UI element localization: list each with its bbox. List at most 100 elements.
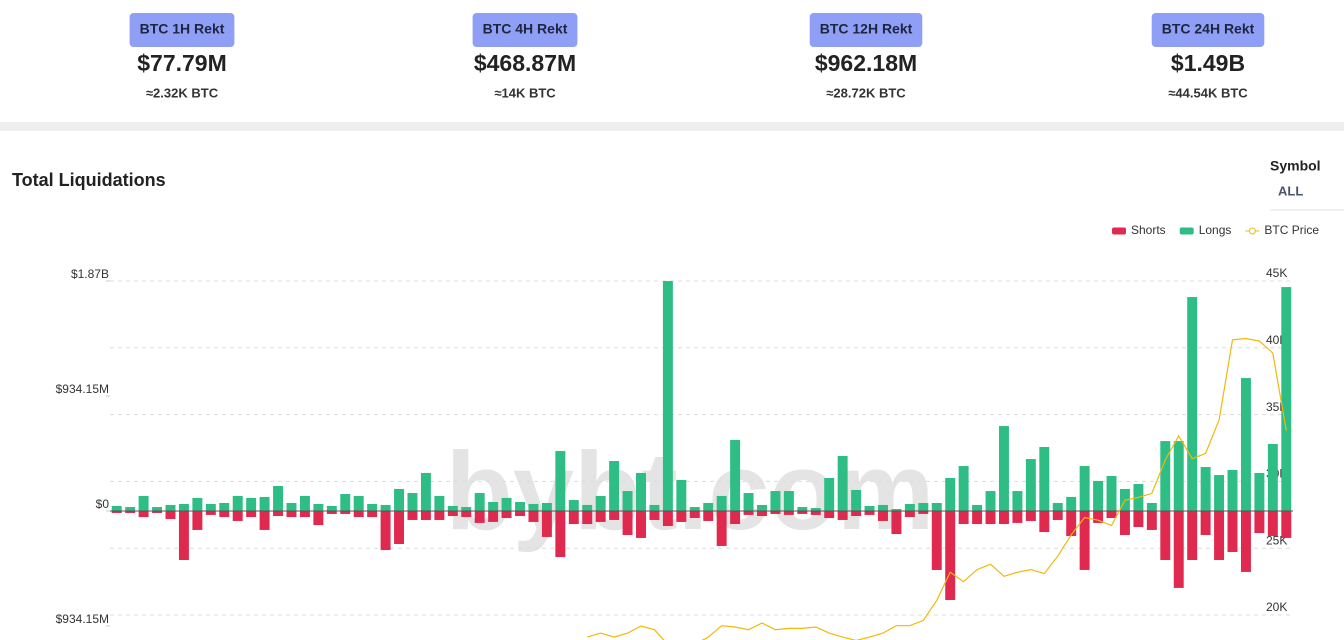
bar: [246, 497, 257, 511]
bar: [864, 505, 875, 511]
bar: [676, 479, 687, 511]
bar: [649, 510, 660, 520]
bar: [515, 510, 525, 517]
bar: [636, 510, 646, 538]
bar: [1240, 510, 1251, 572]
bar: [743, 510, 754, 515]
separator: [0, 122, 1344, 131]
bar: [1066, 496, 1077, 511]
bar: [810, 510, 821, 515]
bar: [1240, 378, 1251, 511]
bar: [716, 510, 727, 546]
bar: [474, 493, 485, 511]
bar: [111, 505, 122, 511]
bar: [461, 510, 472, 518]
bar: [273, 510, 284, 517]
legend-swatch: [1179, 227, 1194, 235]
bar: [286, 510, 297, 518]
bar: [1093, 480, 1104, 511]
card-badge: [472, 13, 578, 47]
bar: [394, 488, 405, 511]
bar: [797, 507, 808, 511]
bar: [286, 502, 297, 511]
card-value: $1.49B: [1171, 50, 1245, 76]
bar: [259, 496, 270, 511]
bar: [1119, 510, 1130, 535]
bar: [394, 510, 405, 544]
bar: [125, 507, 136, 511]
bar: [488, 510, 499, 522]
bar: [501, 510, 512, 519]
symbol-select[interactable]: ALL: [1278, 183, 1303, 198]
bar: [770, 510, 781, 514]
bar: [878, 504, 888, 511]
bar: [1012, 491, 1023, 511]
bar: [205, 510, 216, 515]
bar: [501, 497, 512, 511]
bar: [420, 472, 431, 511]
bar: [434, 510, 445, 520]
bar: [689, 510, 700, 519]
bar: [488, 502, 499, 511]
bar: [837, 510, 848, 520]
card-sub: ≈28.72K BTC: [826, 85, 906, 100]
bar: [945, 477, 956, 511]
bar: [622, 491, 633, 511]
card-badge: [129, 13, 235, 47]
bar: [1187, 297, 1198, 511]
bar: [299, 495, 310, 511]
legend-label: Longs: [1199, 223, 1232, 237]
bar: [1173, 510, 1184, 588]
bar: [1052, 510, 1063, 520]
y-tick-label: $934.15M: [56, 612, 109, 626]
card-label: BTC 1H Rekt: [140, 21, 225, 37]
bar: [1133, 510, 1144, 527]
bar: [662, 281, 673, 511]
bar: [1039, 446, 1050, 511]
bar: [931, 502, 942, 511]
bar: [568, 510, 579, 525]
bar: [1281, 287, 1292, 511]
bar: [824, 510, 835, 519]
bar: [1093, 510, 1104, 523]
bar: [407, 493, 418, 511]
card-sub: ≈14K BTC: [494, 85, 556, 100]
bar: [810, 508, 821, 511]
legend-label: Shorts: [1131, 223, 1166, 237]
bar: [1214, 510, 1225, 560]
bar: [1281, 510, 1292, 538]
bar: [125, 510, 136, 513]
card-value: $962.18M: [815, 50, 917, 76]
bar: [152, 510, 163, 513]
bar: [1079, 510, 1090, 570]
card-sub: ≈44.54K BTC: [1168, 85, 1248, 100]
y-tick-label: $934.15M: [56, 382, 109, 396]
bar: [434, 495, 445, 511]
card-label: BTC 12H Rekt: [820, 21, 913, 37]
bar: [232, 510, 243, 521]
bar: [461, 507, 472, 511]
bar: [353, 495, 364, 511]
bar: [904, 503, 915, 511]
bar: [138, 510, 149, 518]
bar: [582, 504, 593, 511]
bar: [1160, 510, 1171, 560]
bar: [313, 503, 324, 511]
bar: [662, 510, 673, 527]
bar: [420, 510, 431, 520]
bar: [1254, 472, 1265, 511]
bar: [555, 510, 566, 558]
bar: [972, 504, 983, 511]
bar: [703, 502, 714, 511]
bar: [1267, 510, 1278, 536]
bar: [985, 491, 996, 511]
bar: [232, 495, 243, 511]
bar: [1106, 510, 1117, 519]
bar: [1254, 510, 1265, 534]
bar: [152, 507, 163, 511]
bar: [326, 505, 337, 511]
bar: [273, 486, 284, 511]
bar: [958, 510, 969, 525]
bar: [837, 455, 848, 511]
bar: [541, 502, 552, 511]
